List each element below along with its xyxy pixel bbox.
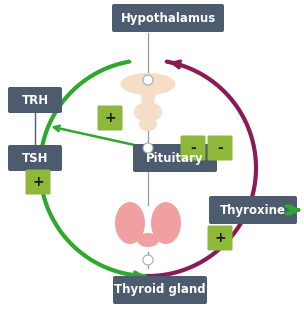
Text: Thyroid gland: Thyroid gland	[114, 284, 206, 297]
FancyBboxPatch shape	[112, 4, 224, 32]
Text: TRH: TRH	[22, 93, 49, 107]
Ellipse shape	[134, 102, 162, 122]
FancyBboxPatch shape	[133, 144, 217, 172]
Ellipse shape	[115, 202, 145, 244]
Ellipse shape	[139, 117, 157, 131]
FancyBboxPatch shape	[26, 170, 50, 195]
Text: +: +	[104, 111, 116, 125]
Text: -: -	[190, 141, 196, 155]
FancyBboxPatch shape	[8, 145, 62, 171]
Text: TSH: TSH	[22, 151, 48, 164]
FancyBboxPatch shape	[208, 226, 233, 251]
Text: +: +	[214, 231, 226, 245]
Ellipse shape	[151, 202, 181, 244]
Polygon shape	[140, 93, 156, 106]
Ellipse shape	[120, 73, 175, 95]
FancyBboxPatch shape	[209, 196, 297, 224]
FancyBboxPatch shape	[208, 135, 233, 161]
Circle shape	[143, 143, 153, 153]
Text: Thyroxine: Thyroxine	[220, 204, 286, 217]
FancyBboxPatch shape	[113, 276, 207, 304]
Circle shape	[143, 255, 153, 265]
Circle shape	[143, 75, 153, 85]
Text: Pituitary: Pituitary	[146, 151, 204, 164]
FancyBboxPatch shape	[8, 87, 62, 113]
Text: -: -	[217, 141, 223, 155]
Ellipse shape	[137, 233, 159, 247]
Text: +: +	[32, 175, 44, 189]
Text: Hypothalamus: Hypothalamus	[120, 12, 216, 25]
FancyBboxPatch shape	[181, 135, 206, 161]
FancyBboxPatch shape	[98, 106, 123, 131]
